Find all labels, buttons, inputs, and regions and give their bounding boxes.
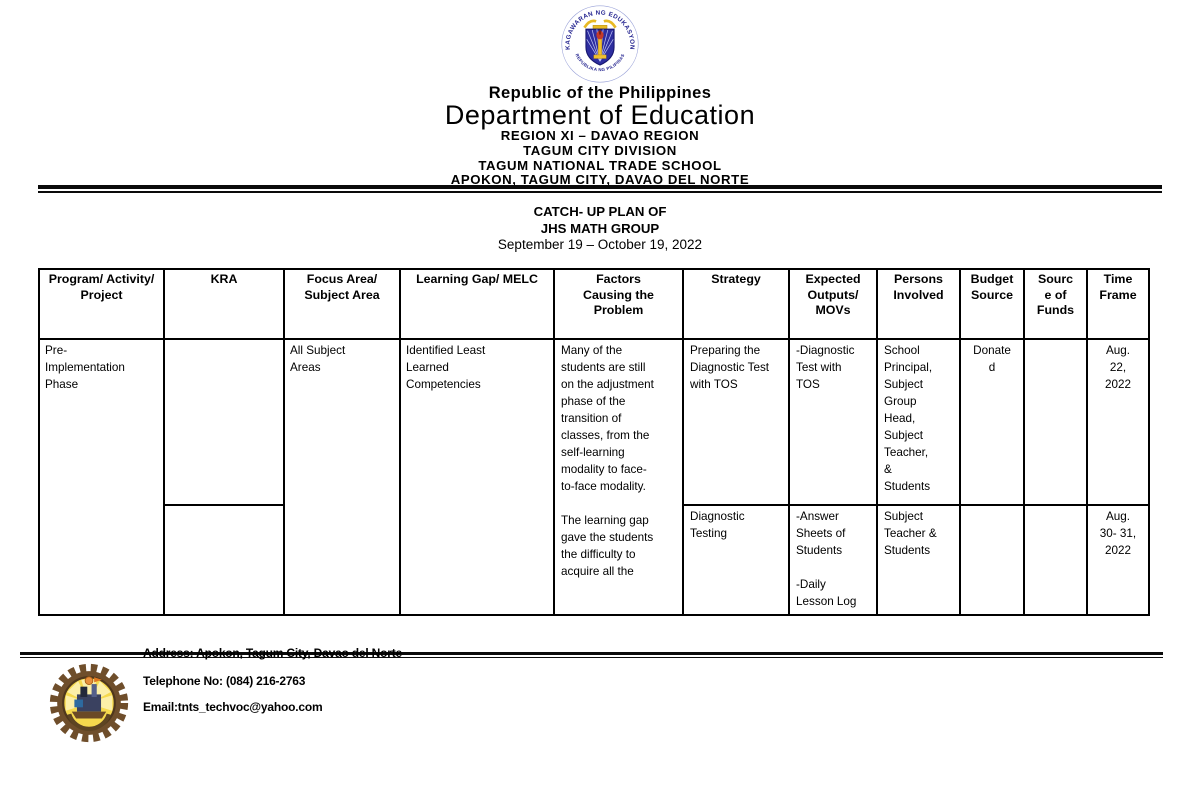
letterhead-divider	[38, 185, 1162, 193]
cell-time-frame-2: Aug. 30- 31, 2022	[1086, 504, 1150, 616]
cell-strategy-1: Preparing the Diagnostic Test with TOS	[682, 338, 790, 506]
school-address-line: APOKON, TAGUM CITY, DAVAO DEL NORTE	[450, 172, 750, 188]
cell-learning-gap: Identified Least Learned Competencies	[399, 338, 555, 616]
cell-time-frame-1: Aug. 22, 2022	[1086, 338, 1150, 506]
plan-title-line1: CATCH- UP PLAN OF	[533, 204, 667, 219]
plan-title-line2: JHS MATH GROUP	[540, 220, 660, 236]
header-program: Program/ Activity/ Project	[38, 268, 165, 340]
header-time-frame: Time Frame	[1086, 268, 1150, 340]
footer-telephone: Telephone No: (084) 216-2763	[143, 674, 306, 688]
cell-strategy-2: Diagnostic Testing	[682, 504, 790, 616]
seal-wrap: KAGAWARAN NG EDUKASYON REPUBLIKA NG PILI…	[0, 5, 1200, 83]
division-line: TAGUM CITY DIVISION	[523, 142, 677, 158]
header-strategy: Strategy	[682, 268, 790, 340]
catch-up-plan-table: Program/ Activity/ Project KRA Focus Are…	[38, 268, 1150, 616]
plan-date-range: September 19 – October 19, 2022	[497, 237, 703, 252]
deped-seal-icon: KAGAWARAN NG EDUKASYON REPUBLIKA NG PILI…	[561, 5, 639, 83]
header-factors: Factors Causing the Problem	[553, 268, 684, 340]
footer-address: Address: Apokon, Tagum City, Davao del N…	[143, 646, 403, 660]
school-logo-wrap	[46, 660, 132, 746]
header-source-of-funds: Source of Funds	[1023, 268, 1088, 340]
header-expected-outputs: Expected Outputs/ MOVs	[788, 268, 878, 340]
department-title: Department of Education	[444, 100, 756, 130]
header-kra: KRA	[163, 268, 285, 340]
region-line: REGION XI – DAVAO REGION	[500, 128, 700, 143]
cell-expected-outputs-2: -Answer Sheets of Students -Daily Lesson…	[788, 504, 878, 616]
letterhead: KAGAWARAN NG EDUKASYON REPUBLIKA NG PILI…	[0, 5, 1200, 188]
cell-focus-area: All Subject Areas	[283, 338, 401, 616]
cell-program: Pre-Implementation Phase	[38, 338, 165, 616]
header-budget-source: Budget Source	[959, 268, 1025, 340]
school-line: TAGUM NATIONAL TRADE SCHOOL	[478, 157, 722, 173]
republic-line: Republic of the Philippines	[488, 84, 712, 102]
cell-budget-source-1: Donated	[959, 338, 1025, 506]
cell-factors: Many of the students are still on the ad…	[553, 338, 684, 616]
cell-budget-source-2	[959, 504, 1025, 616]
cell-kra-bottom	[163, 504, 285, 616]
footer-divider	[20, 652, 1163, 658]
school-gear-logo-icon	[49, 663, 129, 743]
cell-source-of-funds-2	[1023, 504, 1088, 616]
document-title-block: CATCH- UP PLAN OF JHS MATH GROUP Septemb…	[0, 204, 1200, 254]
cell-kra-top	[163, 338, 285, 506]
header-focus-area: Focus Area/ Subject Area	[283, 268, 401, 340]
cell-source-of-funds-1	[1023, 338, 1088, 506]
table-row: Diagnostic Testing -Answer Sheets of Stu…	[39, 504, 1150, 616]
header-learning-gap: Learning Gap/ MELC	[399, 268, 555, 340]
cell-persons-involved-1: School Principal, Subject Group Head, Su…	[876, 338, 961, 506]
factors-text: Many of the students are still on the ad…	[561, 344, 654, 578]
cell-expected-outputs-1: -Diagnostic Test with TOS	[788, 338, 878, 506]
footer-email: Email:tnts_techvoc@yahoo.com	[143, 700, 323, 714]
table-row: Pre-Implementation Phase All Subject Are…	[38, 338, 1150, 616]
cell-persons-involved-2: Subject Teacher & Students	[876, 504, 961, 616]
table-header-row: Program/ Activity/ Project KRA Focus Are…	[38, 268, 1150, 340]
header-persons-involved: Persons Involved	[876, 268, 961, 340]
